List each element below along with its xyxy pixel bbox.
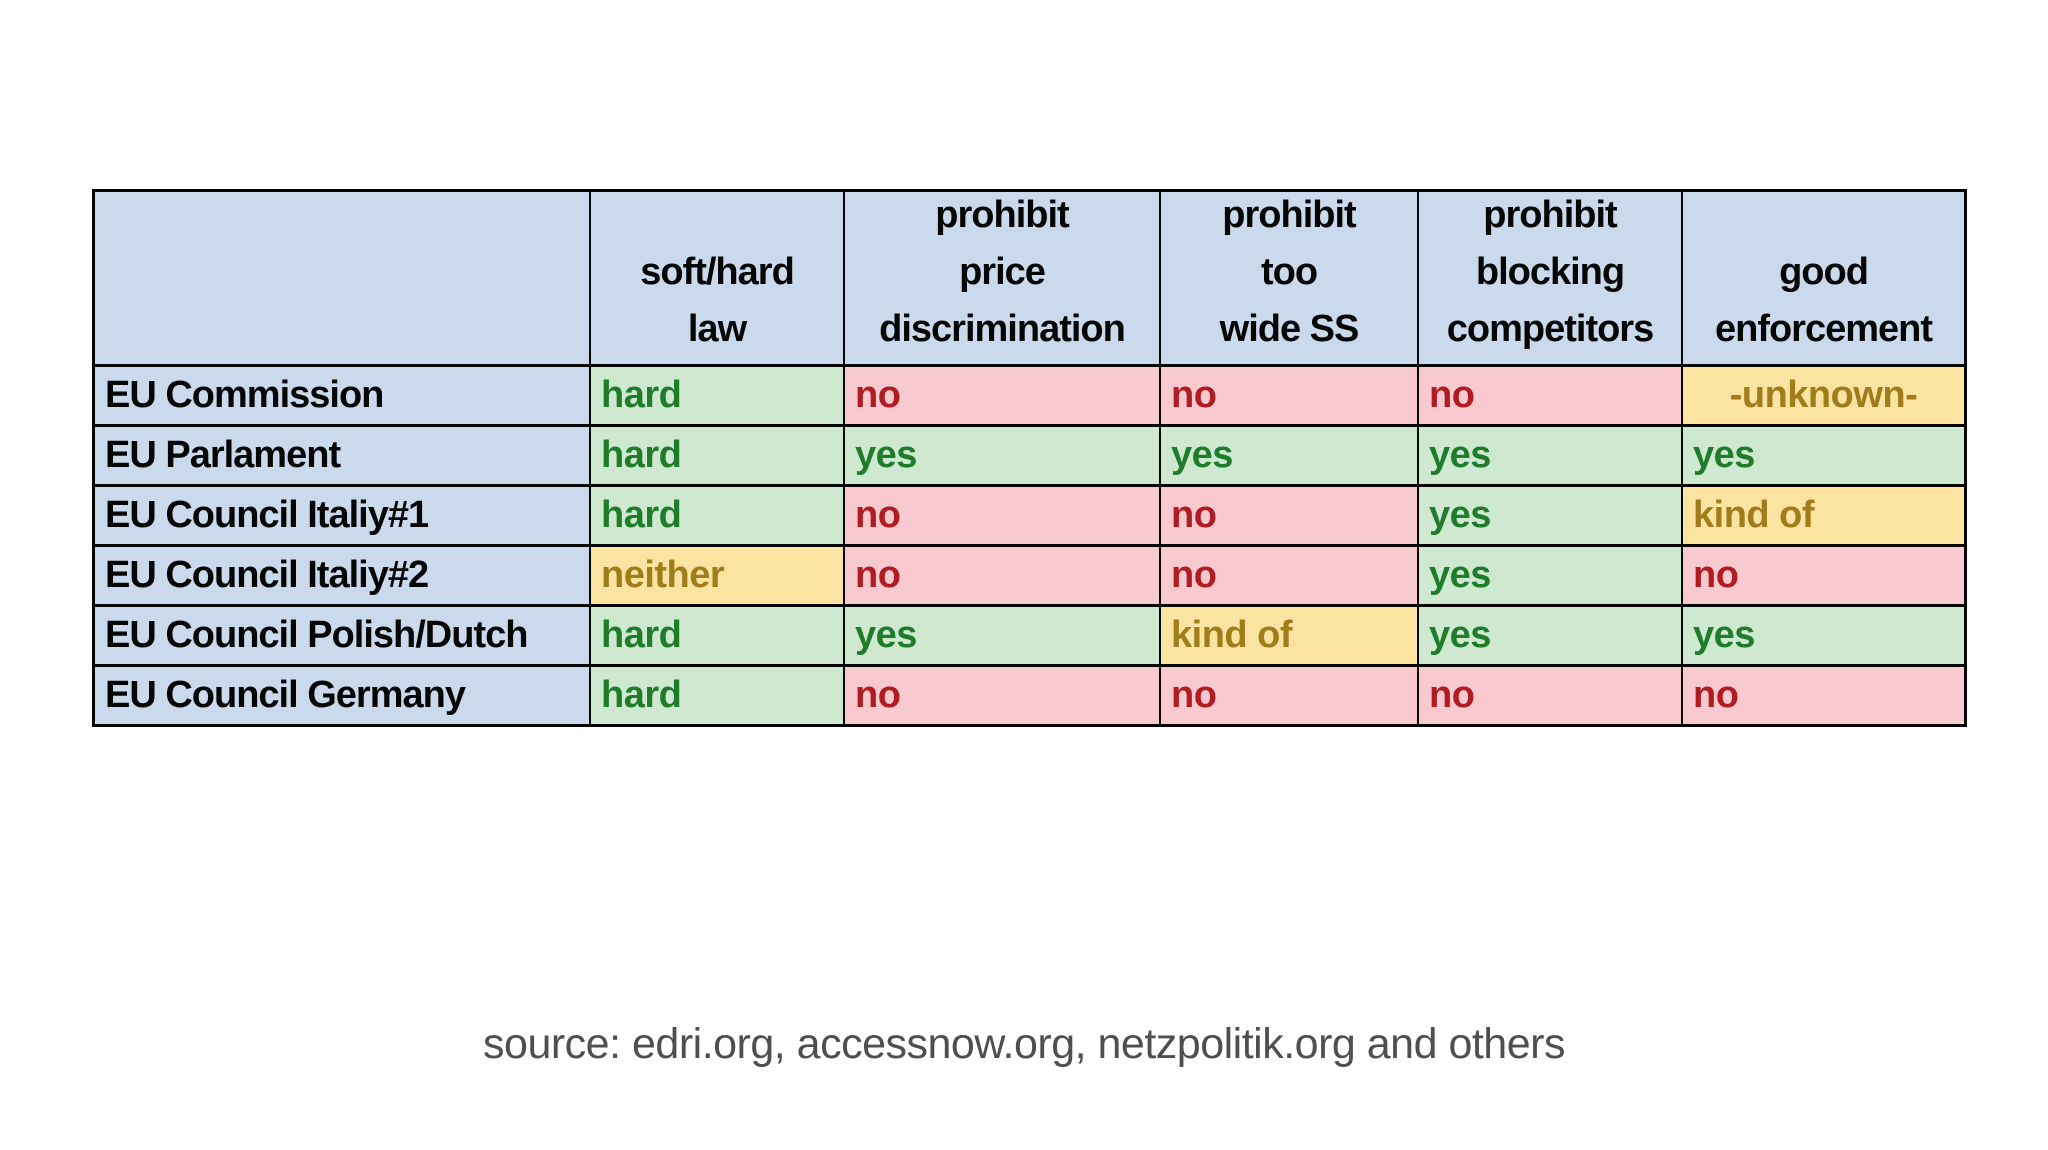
table-cell: yes <box>1683 427 1964 484</box>
table-cell: yes <box>1419 487 1681 544</box>
table-cell: yes <box>845 607 1159 664</box>
table-cell: -unknown- <box>1683 367 1964 424</box>
table-cell: no <box>845 547 1159 604</box>
table-cell: no <box>1161 487 1417 544</box>
row-header-eu-council-polish-dutch: EU Council Polish/Dutch <box>95 607 589 664</box>
table-cell: yes <box>845 427 1159 484</box>
source-caption: source: edri.org, accessnow.org, netzpol… <box>483 1020 1565 1068</box>
row-header-eu-council-italiy2: EU Council Italiy#2 <box>95 547 589 604</box>
column-header-prohibit-too-wide-ss: prohibit too wide SS <box>1161 192 1417 364</box>
table-cell: hard <box>591 487 843 544</box>
table-cell: hard <box>591 667 843 724</box>
table-cell: no <box>845 667 1159 724</box>
table-cell: kind of <box>1683 487 1964 544</box>
table-cell: no <box>1419 667 1681 724</box>
table-cell: no <box>1161 547 1417 604</box>
table-cell: yes <box>1419 427 1681 484</box>
row-header-eu-parlament: EU Parlament <box>95 427 589 484</box>
table-cell: no <box>845 367 1159 424</box>
table-cell: no <box>1161 367 1417 424</box>
table-cell: no <box>1419 367 1681 424</box>
table-cell: yes <box>1161 427 1417 484</box>
table-cell: no <box>1683 667 1964 724</box>
column-header-prohibit-blocking-competitors: prohibit blocking competitors <box>1419 192 1681 364</box>
column-header-good-enforcement: good enforcement <box>1683 192 1964 364</box>
row-header-eu-council-germany: EU Council Germany <box>95 667 589 724</box>
table-cell: yes <box>1683 607 1964 664</box>
comparison-table: soft/hard law prohibit price discriminat… <box>92 189 1967 727</box>
table-cell: hard <box>591 367 843 424</box>
table-cell: no <box>1161 667 1417 724</box>
row-header-eu-council-italiy1: EU Council Italiy#1 <box>95 487 589 544</box>
column-header-prohibit-price-discrimination: prohibit price discrimination <box>845 192 1159 364</box>
table-cell: no <box>845 487 1159 544</box>
table-cell: yes <box>1419 607 1681 664</box>
table-cell: no <box>1683 547 1964 604</box>
table-cell: kind of <box>1161 607 1417 664</box>
table-cell: hard <box>591 427 843 484</box>
table-cell: yes <box>1419 547 1681 604</box>
table-cell: hard <box>591 607 843 664</box>
table-cell: neither <box>591 547 843 604</box>
row-header-eu-commission: EU Commission <box>95 367 589 424</box>
column-header-soft-hard-law: soft/hard law <box>591 192 843 364</box>
corner-cell <box>95 192 589 364</box>
